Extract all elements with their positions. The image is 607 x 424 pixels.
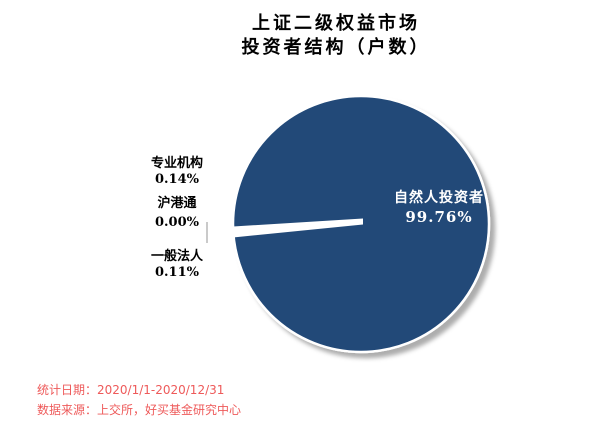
label-natural-person-investors-name: 自然人投资者 [394, 190, 484, 206]
label-natural-person-investors: 自然人投资者 99.76% [366, 189, 512, 227]
stat-date-note: 统计日期：2020/1/1-2020/12/31 [37, 383, 225, 397]
label-hk-connect-name: 沪港通 [157, 196, 197, 211]
label-professional-institutions-value: 0.14% [154, 172, 199, 187]
label-hk-connect: 沪港通 0.00% [107, 196, 247, 231]
chart-title: 上证二级权益市场 投资者结构（户数） [150, 12, 522, 60]
label-hk-connect-value: 0.00% [154, 215, 199, 230]
chart-title-line1: 上证二级权益市场 [252, 13, 420, 34]
label-general-legal-person-value: 0.11% [154, 265, 199, 280]
pie-slice-small-group-gap [233, 218, 363, 238]
label-professional-institutions: 专业机构 0.14% [107, 156, 247, 188]
label-general-legal-person-name: 一般法人 [150, 249, 203, 264]
label-general-legal-person: 一般法人 0.11% [107, 249, 247, 281]
data-source-note: 数据来源：上交所，好买基金研究中心 [37, 403, 242, 417]
label-natural-person-investors-value: 99.76% [405, 208, 473, 226]
chart-title-line2: 投资者结构（户数） [241, 37, 431, 58]
label-professional-institutions-name: 专业机构 [150, 156, 203, 171]
